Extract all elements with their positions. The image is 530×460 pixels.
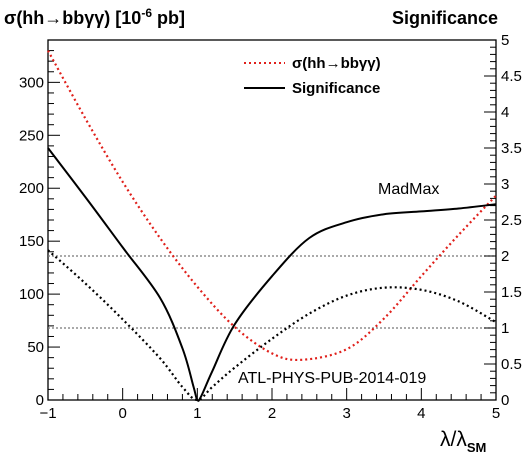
right-tick-label: 2.5 bbox=[501, 212, 522, 229]
reference-lines bbox=[48, 255, 496, 329]
right-tick-label: 0 bbox=[501, 392, 509, 409]
x-axis-label: λ/λSM bbox=[440, 428, 486, 455]
x-tick-label: 1 bbox=[193, 405, 201, 422]
plot-frame bbox=[47, 39, 497, 401]
right-tick-label: 0.5 bbox=[501, 356, 522, 373]
legend-label-cross-section: σ(hh→bbγγ) bbox=[292, 55, 381, 72]
x-tick-label: 0 bbox=[118, 405, 126, 422]
right-tick-label: 3 bbox=[501, 176, 509, 193]
significance-dotted-curve bbox=[47, 249, 497, 402]
left-tick-label: 50 bbox=[27, 339, 44, 356]
legend: σ(hh→bbγγ) Significance bbox=[244, 55, 381, 97]
left-tick-label: 250 bbox=[19, 127, 44, 144]
left-tick-label: 200 bbox=[19, 180, 44, 197]
left-tick-label: 100 bbox=[19, 286, 44, 303]
right-tick-label: 1 bbox=[501, 320, 509, 337]
right-tick-label: 2 bbox=[501, 248, 509, 265]
left-tick-label: 0 bbox=[36, 392, 44, 409]
x-tick-label: 4 bbox=[417, 405, 425, 422]
x-tick-label: −1 bbox=[39, 405, 56, 422]
x-tick-label: 2 bbox=[268, 405, 276, 422]
right-tick-label: 3.5 bbox=[501, 140, 522, 157]
right-tick-label: 5 bbox=[501, 32, 509, 49]
right-tick-label: 1.5 bbox=[501, 284, 522, 301]
right-tick-label: 4.5 bbox=[501, 68, 522, 85]
x-tick-label: 3 bbox=[342, 405, 350, 422]
left-tick-label: 150 bbox=[19, 233, 44, 250]
annotation-ref: ATL-PHYS-PUB-2014-019 bbox=[238, 370, 426, 387]
right-axis-ticks: 0 0.5 1 1.5 2 2.5 3 3.5 4 4.5 5 bbox=[484, 32, 522, 409]
right-tick-label: 4 bbox=[501, 104, 509, 121]
left-axis-title: σ(hh→bbγγ) [10-6 pb] bbox=[4, 6, 185, 28]
x-tick-label: 5 bbox=[492, 405, 500, 422]
annotation-madmax: MadMax bbox=[378, 181, 439, 198]
left-axis-ticks: 0 50 100 150 200 250 300 bbox=[19, 50, 60, 409]
legend-label-significance: Significance bbox=[292, 80, 380, 97]
cross-section-curve bbox=[47, 50, 497, 362]
right-axis-title: Significance bbox=[392, 8, 498, 28]
significance-curve bbox=[47, 147, 497, 402]
curves bbox=[47, 50, 497, 402]
left-tick-label: 300 bbox=[19, 74, 44, 91]
x-axis-ticks: −1 0 1 2 3 4 5 bbox=[39, 388, 500, 422]
